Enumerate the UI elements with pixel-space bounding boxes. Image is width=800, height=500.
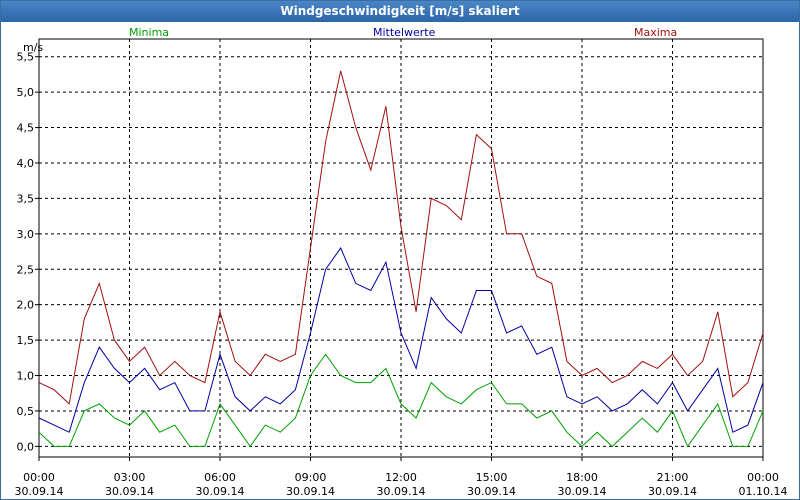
y-tick-label: 4,5 [17,122,35,135]
y-tick-label: 0,0 [17,440,35,453]
x-tick-time: 00:00 [747,471,779,484]
x-tick-time: 12:00 [385,471,417,484]
grid-lines [39,39,763,457]
x-tick-time: 03:00 [114,471,146,484]
y-tick-label: 1,0 [17,370,35,383]
x-tick-date: 30.09.14 [467,485,516,498]
x-tick-date: 30.09.14 [648,485,697,498]
x-tick-date: 30.09.14 [105,485,154,498]
y-tick-label: 2,0 [17,299,35,312]
y-tick-label: 1,5 [17,334,35,347]
series-line-mittelwerte [38,246,764,433]
series-lines [38,70,764,448]
y-tick-label: 3,5 [17,192,35,205]
legend-maxima: Maxima [634,26,678,39]
x-tick-date: 30.09.14 [286,485,335,498]
y-tick-label: 3,0 [17,228,35,241]
x-tick-date: 30.09.14 [377,485,426,498]
y-axis-label: m/s [23,41,43,54]
x-tick-time: 21:00 [657,471,689,484]
x-tick-time: 00:00 [23,471,55,484]
x-tick-date: 01.10.14 [739,485,788,498]
x-tick-time: 18:00 [566,471,598,484]
y-tick-label: 2,5 [17,263,35,276]
y-tick-label: 5,5 [17,51,35,64]
legend-minima: Minima [129,26,170,39]
x-tick-date: 30.09.14 [196,485,245,498]
y-tick-label: 5,0 [17,86,35,99]
x-tick-date: 30.09.14 [558,485,607,498]
x-tick-date: 30.09.14 [15,485,64,498]
series-line-maxima [38,70,764,405]
x-axis-ticks: 00:0030.09.1403:0030.09.1406:0030.09.140… [15,457,788,498]
y-tick-label: 4,0 [17,157,35,170]
y-tick-label: 0,5 [17,405,35,418]
chart-title: Windgeschwindigkeit [m/s] skaliert [1,1,799,22]
y-axis-ticks: 0,0 0,5 1,0 1,5 2,0 2,5 3,0 3,5 4,0 4,5 5,0 5,5 [17,51,39,453]
x-tick-time: 15:00 [476,471,508,484]
x-tick-time: 09:00 [295,471,327,484]
legend-mittelwerte: Mittelwerte [373,26,436,39]
series-line-minima [38,353,764,448]
x-tick-time: 06:00 [204,471,236,484]
